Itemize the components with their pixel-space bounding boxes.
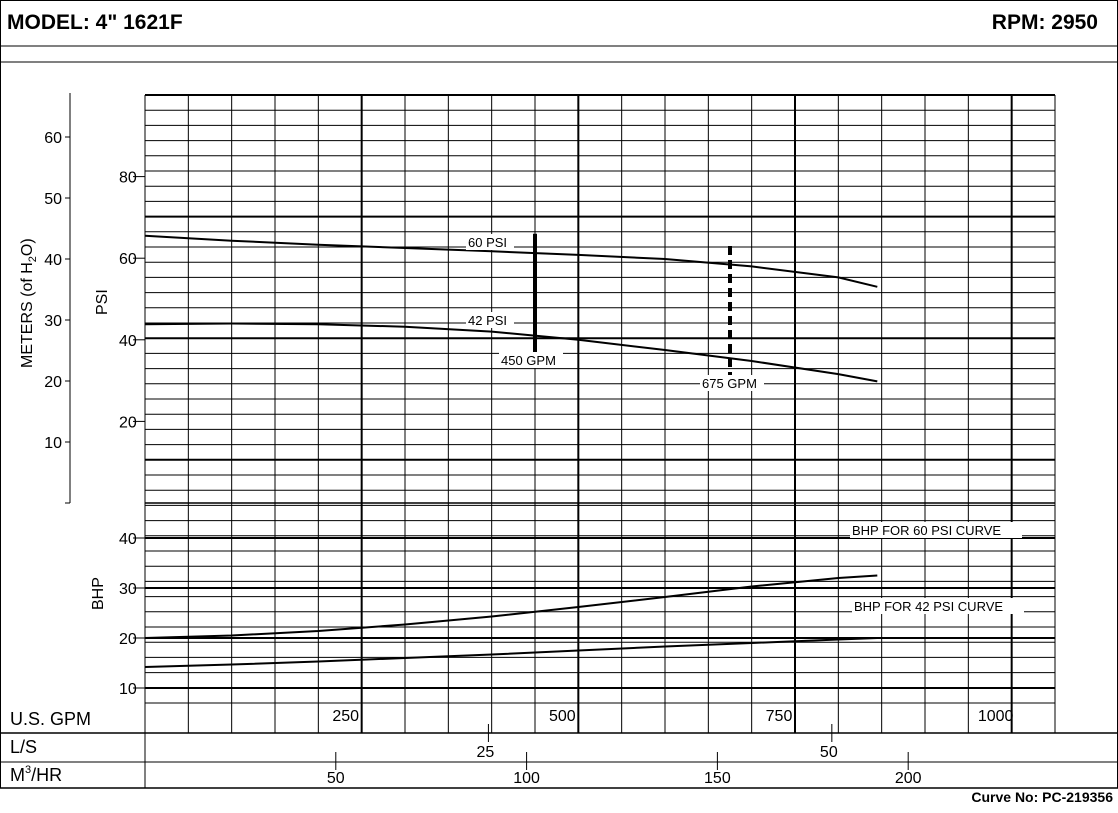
gpm-scale-tick-label: 750 xyxy=(766,708,793,725)
bhp-tick-label: 20 xyxy=(119,631,137,648)
psi-axis-label: PSI xyxy=(94,289,111,315)
series-label-bg xyxy=(466,234,514,250)
gpm-scale-tick-label: 500 xyxy=(549,708,576,725)
ls-scale-tick-label: 25 xyxy=(477,744,495,761)
marker-675gpm-label: 675 GPM xyxy=(702,376,757,391)
series-bhp-60psi-curve xyxy=(144,574,878,639)
marker-label-bg xyxy=(499,352,563,368)
m3hr-scale-tick-label: 50 xyxy=(327,770,345,787)
meters-tick-label: 60 xyxy=(44,130,62,147)
series-bhp-42psi-curve xyxy=(144,637,878,668)
model-title: MODEL: 4" 1621F xyxy=(7,11,183,34)
m3hr-scale-label: M3/HR xyxy=(10,764,62,785)
series-label-bg xyxy=(466,312,514,328)
marker-label-bg xyxy=(700,375,764,391)
series-label-60psi: 60 PSI xyxy=(468,235,507,250)
gpm-scale-tick-label: 250 xyxy=(332,708,359,725)
meters-tick-label: 10 xyxy=(44,435,62,452)
ls-scale-tick-label: 50 xyxy=(820,744,838,761)
gpm-scale-label: U.S. GPM xyxy=(10,709,91,729)
psi-tick-label: 80 xyxy=(119,170,137,187)
m3hr-scale-tick-label: 200 xyxy=(895,770,922,787)
marker-450gpm-label: 450 GPM xyxy=(501,353,556,368)
curve-number: Curve No: PC-219356 xyxy=(971,789,1113,805)
series-label-bhp-60psi: BHP FOR 60 PSI CURVE xyxy=(852,523,1001,538)
outer-frame xyxy=(0,0,1118,789)
psi-tick-label: 20 xyxy=(119,414,137,431)
series-label-42psi: 42 PSI xyxy=(468,313,507,328)
meters-tick-label: 20 xyxy=(44,374,62,391)
bhp-tick-label: 40 xyxy=(119,531,137,548)
meters-tick-label: 30 xyxy=(44,313,62,330)
meters-axis-label: METERS (of H2O) xyxy=(19,238,39,368)
gpm-scale-tick-label: 1000 xyxy=(978,708,1014,725)
ls-scale-label: L/S xyxy=(10,737,37,757)
bhp-tick-label: 30 xyxy=(119,581,137,598)
psi-tick-label: 40 xyxy=(119,333,137,350)
meters-tick-label: 40 xyxy=(44,252,62,269)
psi-tick-label: 60 xyxy=(119,251,137,268)
bhp-axis-label: BHP xyxy=(90,577,107,610)
bhp-tick-label: 10 xyxy=(119,681,137,698)
bhp-label-bg xyxy=(852,598,1024,614)
rpm-label: RPM: 2950 xyxy=(991,11,1098,34)
meters-tick-label: 50 xyxy=(44,191,62,208)
bhp-label-bg xyxy=(850,522,1022,538)
m3hr-scale-tick-label: 100 xyxy=(513,770,540,787)
series-label-bhp-42psi: BHP FOR 42 PSI CURVE xyxy=(854,599,1003,614)
m3hr-scale-tick-label: 150 xyxy=(704,770,731,787)
